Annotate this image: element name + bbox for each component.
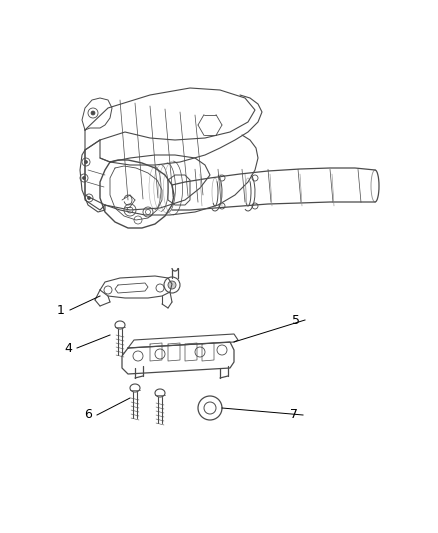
Circle shape: [91, 111, 95, 115]
Text: 4: 4: [64, 342, 72, 354]
Text: 6: 6: [84, 408, 92, 422]
Text: 7: 7: [290, 408, 297, 422]
Text: 5: 5: [291, 313, 299, 327]
Circle shape: [82, 176, 85, 180]
Text: 1: 1: [57, 303, 65, 317]
Circle shape: [84, 160, 87, 164]
Circle shape: [87, 197, 90, 199]
Circle shape: [168, 281, 176, 289]
